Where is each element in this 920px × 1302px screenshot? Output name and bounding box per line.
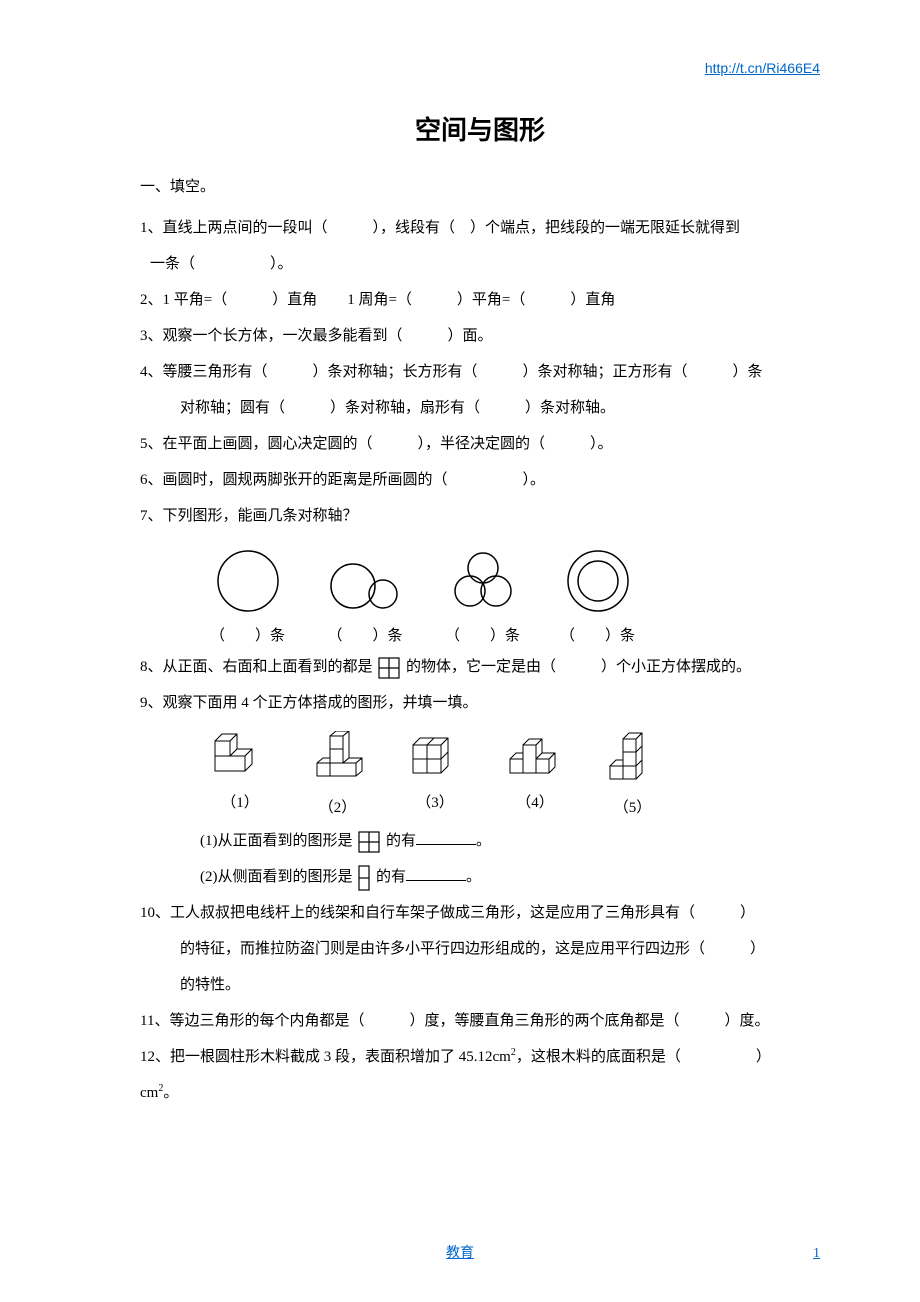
q11: 11、等边三角形的每个内角都是（ ）度，等腰直角三角形的两个底角都是（ ）度。	[140, 1003, 820, 1039]
page: http://t.cn/Ri466E4 空间与图形 一、填空。 1、直线上两点间…	[0, 0, 920, 1302]
cube-shape-1-icon	[210, 731, 270, 781]
q12-text-a: 12、把一根圆柱形木料截成 3 段，表面积增加了 45.12cm	[140, 1049, 511, 1065]
q9: 9、观察下面用 4 个正方体搭成的图形，并填一填。	[140, 685, 820, 721]
q9-2-text-a: (2)从侧面看到的图形是	[200, 869, 353, 885]
blank-underline	[416, 829, 476, 845]
2x2-grid-icon	[356, 829, 382, 855]
q10-line3: 的特性。	[140, 967, 820, 1003]
q7-fig-3: （ ）条	[445, 546, 520, 645]
q8: 8、从正面、右面和上面看到的都是 的物体，它一定是由（ ）个小正方体摆成的。	[140, 649, 820, 685]
q7-fig-2: （ ）条	[325, 546, 405, 645]
q7-fig-2-label: （ ）条	[328, 628, 403, 644]
q7-fig-1-label: （ ）条	[210, 628, 285, 644]
q9-cubes-row: （1） （2）	[210, 731, 820, 817]
period: 。	[476, 833, 491, 849]
section-1-heading: 一、填空。	[140, 175, 820, 196]
q7-fig-1: （ ）条	[210, 546, 285, 645]
q1-line1: 1、直线上两点间的一段叫（ ），线段有（ ）个端点，把线段的一端无限延长就得到	[140, 210, 820, 246]
q6: 6、画圆时，圆规两脚张开的距离是所画圆的（ ）。	[140, 462, 820, 498]
cube-2-label: （2）	[319, 800, 357, 816]
1x2-grid-icon	[356, 864, 372, 892]
q7: 7、下列图形，能画几条对称轴？	[140, 498, 820, 534]
page-number[interactable]: 1	[813, 1246, 820, 1262]
q12-text-d: 。	[163, 1085, 178, 1101]
q3: 3、观察一个长方体，一次最多能看到（ ）面。	[140, 318, 820, 354]
2x2-grid-icon	[376, 655, 402, 681]
q10-line1: 10、工人叔叔把电线杆上的线架和自行车架子做成三角形，这是应用了三角形具有（ ）	[140, 895, 820, 931]
q9-sub1: (1)从正面看到的图形是 的有 。	[140, 823, 820, 859]
q7-fig-4-label: （ ）条	[560, 628, 635, 644]
q4-line1: 4、等腰三角形有（ ）条对称轴；长方形有（ ）条对称轴；正方形有（ ）条	[140, 354, 820, 390]
cube-5-label: （5）	[614, 800, 652, 816]
circle-single-icon	[213, 546, 283, 616]
header-url-link[interactable]: http://t.cn/Ri466E4	[705, 60, 820, 76]
cube-1-label: （1）	[221, 795, 259, 811]
cube-shape-2-icon	[310, 731, 365, 786]
q4-line2: 对称轴；圆有（ ）条对称轴，扇形有（ ）条对称轴。	[140, 390, 820, 426]
q9-1-text-a: (1)从正面看到的图形是	[200, 833, 353, 849]
q1-line2: 一条（ ）。	[140, 246, 820, 282]
q7-fig-3-label: （ ）条	[445, 628, 520, 644]
period: 。	[466, 869, 481, 885]
q12-line1: 12、把一根圆柱形木料截成 3 段，表面积增加了 45.12cm2，这根木料的底…	[140, 1039, 820, 1075]
q9-2-text-b: 的有	[376, 869, 406, 885]
q10-line2: 的特征，而推拉防盗门则是由许多小平行四边形组成的，这是应用平行四边形（ ）	[140, 931, 820, 967]
q8-text-a: 8、从正面、右面和上面看到的都是	[140, 659, 373, 675]
cube-4-label: （4）	[516, 795, 554, 811]
cube-shape-4-icon	[505, 731, 565, 781]
q9-1-text-b: 的有	[386, 833, 416, 849]
q2: 2、1 平角=（ ）直角 1 周角=（ ）平角=（ ）直角	[140, 282, 820, 318]
q12-text-c: cm	[140, 1085, 158, 1101]
cube-shape-3-icon	[405, 731, 465, 781]
cube-fig-1: （1）	[210, 731, 270, 817]
cube-fig-4: （4）	[505, 731, 565, 817]
cube-shape-5-icon	[605, 731, 660, 786]
q9-sub2: (2)从侧面看到的图形是 的有 。	[140, 859, 820, 895]
q8-text-b: 的物体，它一定是由（ ）个小正方体摆成的。	[406, 659, 751, 675]
two-circles-icon	[325, 546, 405, 616]
cube-fig-2: （2）	[310, 731, 365, 817]
q7-figures-row: （ ）条 （ ）条 （ ）条 （ ）条	[210, 546, 820, 645]
q7-fig-4: （ ）条	[560, 546, 635, 645]
cube-fig-5: （5）	[605, 731, 660, 817]
q5: 5、在平面上画圆，圆心决定圆的（ ），半径决定圆的（ ）。	[140, 426, 820, 462]
cube-3-label: （3）	[416, 795, 454, 811]
three-circles-icon	[448, 546, 518, 616]
q12-text-b: ，这根木料的底面积是（ ）	[516, 1049, 771, 1065]
concentric-circles-icon	[563, 546, 633, 616]
q12-line2: cm2。	[140, 1075, 820, 1111]
footer: 教育	[0, 1242, 920, 1262]
footer-link[interactable]: 教育	[446, 1246, 474, 1261]
cube-fig-3: （3）	[405, 731, 465, 817]
blank-underline	[406, 865, 466, 881]
doc-title: 空间与图形	[140, 110, 820, 147]
